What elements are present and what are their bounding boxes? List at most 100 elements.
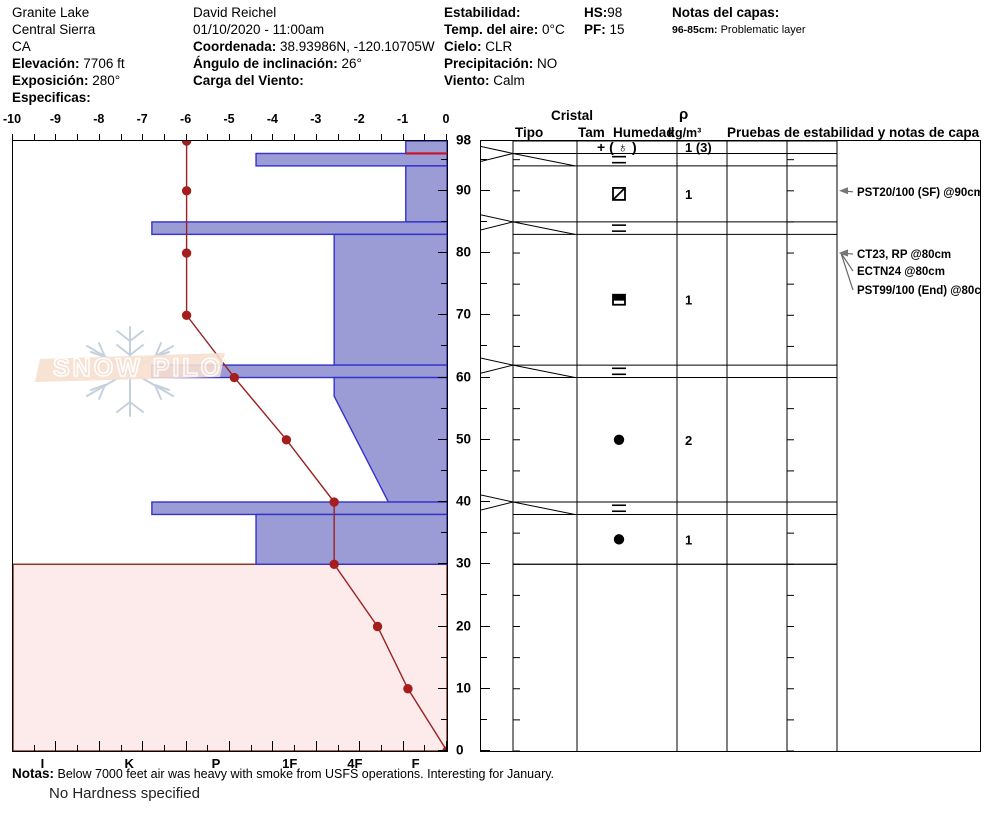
depth-axis-label: 90 (456, 182, 472, 198)
hardness-axis-tick (98, 741, 100, 752)
grain-size-value: 2 (685, 433, 692, 448)
temp-axis-tick (272, 134, 274, 145)
stability-test-arrow (840, 252, 854, 291)
depth-tick-left (441, 158, 448, 160)
aspect-row: Exposición: 280° (12, 72, 125, 89)
site-state: CA (12, 39, 31, 54)
air-temp-label: Temp. del aire: (444, 22, 539, 37)
depth-tick-right (480, 283, 487, 285)
air-temp-row: Temp. del aire: 0°C (444, 21, 565, 38)
temp-axis-minor-tick (380, 134, 382, 141)
depth-tick-right (480, 438, 490, 440)
wind-load-label: Carga del Viento: (193, 73, 304, 88)
layer-notes-title: Notas del capas: (672, 5, 780, 20)
depth-tick-left (441, 656, 448, 658)
temp-axis-label: -6 (180, 112, 192, 126)
temperature-point (329, 559, 339, 569)
hardness-axis-label: 4F (347, 756, 363, 771)
grain-size-value: 1 (685, 532, 692, 547)
hardness-axis: I K P 1F 4F F (12, 741, 448, 776)
stability-row: Estabilidad: (444, 4, 565, 21)
sky-label: Cielo: (444, 39, 482, 54)
depth-tick-left (438, 314, 448, 316)
weak-layer-connector (481, 145, 514, 162)
temp-axis-minor-tick (424, 134, 426, 141)
depth-tick-left (438, 376, 448, 378)
weak-layer-connector-tail (512, 501, 576, 515)
depth-tick-left (438, 687, 448, 689)
footer-label: Notas: (12, 766, 55, 781)
hardness-axis-tick (185, 741, 187, 752)
hardness-axis-tick (55, 741, 57, 752)
temperature-point (181, 248, 192, 258)
temperature-point (372, 621, 383, 632)
stability-test-arrowhead (839, 187, 848, 195)
temp-axis-label: -2 (353, 112, 365, 126)
grain-symbol-= (612, 224, 626, 232)
pf-label: PF: (584, 22, 606, 37)
temp-axis-label: 0 (442, 112, 450, 126)
elevation-value: 7706 ft (83, 56, 125, 71)
hs-value: 98 (607, 5, 623, 20)
temperature-point (281, 435, 292, 445)
temp-axis-tick (229, 134, 230, 145)
temp-axis-label: -5 (223, 112, 235, 126)
weak-layer-connector-tail (512, 364, 576, 379)
hardness-axis-tick (337, 745, 339, 752)
stability-test-label: PST99/100 (End) @80cm (857, 285, 980, 297)
temp-axis-tick (315, 134, 317, 145)
slope-angle-row: Ángulo de inclinación: 26° (193, 55, 435, 72)
depth-tick-left (438, 438, 448, 440)
depth-axis-label: 98 (456, 132, 472, 148)
elevation-label: Elevación: (12, 56, 80, 71)
temp-axis-minor-tick (207, 134, 209, 141)
temp-axis-tick (359, 134, 361, 145)
hardness-axis-tick (229, 741, 230, 752)
hardness-layer (151, 501, 447, 516)
hardness-layer (333, 376, 447, 503)
hardness-axis-tick (424, 745, 426, 752)
hardness-axis-label: F (411, 756, 420, 771)
depth-tick-right (480, 625, 490, 627)
weak-layer-connector (481, 357, 514, 374)
temp-axis-minor-tick (337, 134, 339, 141)
depth-tick-right (480, 376, 490, 378)
depth-tick-right (480, 158, 487, 160)
profile-header: Granite Lake Central Sierra CA Elevación… (0, 0, 994, 110)
stability-test-arrowhead (839, 249, 848, 257)
grid-header-tests: Pruebas de estabilidad y notas de capa (727, 125, 980, 140)
depth-tick-right (480, 314, 490, 316)
temp-axis-minor-tick (77, 134, 79, 141)
specifics-row: Especificas: (12, 89, 125, 106)
hardness-axis-tick (315, 741, 317, 752)
no-hardness-region (13, 563, 447, 751)
weak-layer-connector (481, 214, 514, 231)
hardness-layer (151, 221, 447, 236)
depth-tick-right (480, 501, 490, 503)
grain-size-value: 1 (685, 187, 692, 202)
temp-axis-label: -3 (310, 112, 322, 126)
depth-axis-label: 80 (456, 244, 472, 260)
aspect-label: Exposición: (12, 73, 89, 88)
hardness-layer (333, 233, 447, 366)
hardness-axis-tick (207, 745, 209, 752)
hardness-axis-tick (12, 741, 13, 752)
depth-axis-label: 40 (456, 493, 472, 509)
hardness-layer (255, 152, 447, 167)
weak-layer-connector (481, 494, 514, 511)
hardness-axis-label: P (211, 756, 221, 771)
hardness-layer (255, 513, 447, 565)
coordinate-row: Coordenada: 38.93986N, -120.10705W (193, 38, 435, 55)
depth-tick-right (480, 189, 490, 191)
header-conditions-column: Estabilidad: Temp. del aire: 0°C Cielo: … (444, 4, 565, 89)
stability-label: Estabilidad: (444, 5, 521, 20)
temperature-point (329, 497, 339, 507)
depth-axis: 98 90 80 70 60 50 40 30 20 10 0 (438, 133, 490, 758)
hardness-axis-label: K (124, 756, 134, 771)
stability-test-arrow (840, 252, 854, 272)
hardness-layer (405, 141, 447, 155)
elevation-row: Elevación: 7706 ft (12, 55, 125, 72)
stability-test-label: PST20/100 (SF) @90cm (857, 187, 980, 199)
aspect-value: 280° (92, 73, 121, 88)
depth-tick-right (480, 687, 490, 689)
